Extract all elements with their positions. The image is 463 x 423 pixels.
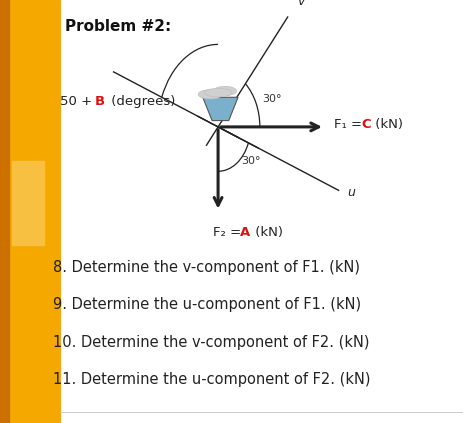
Bar <box>0 0 9 423</box>
Text: A: A <box>240 226 250 239</box>
Polygon shape <box>202 97 238 121</box>
Text: 50 +: 50 + <box>60 95 96 108</box>
Text: (kN): (kN) <box>370 118 402 131</box>
Text: Problem #2:: Problem #2: <box>65 19 171 34</box>
Text: (degrees): (degrees) <box>106 95 175 108</box>
Text: F₂ =: F₂ = <box>213 226 245 239</box>
Ellipse shape <box>213 86 236 96</box>
Text: 11. Determine the u-component of F2. (kN): 11. Determine the u-component of F2. (kN… <box>53 372 370 387</box>
Text: v: v <box>296 0 304 8</box>
Text: u: u <box>346 186 354 199</box>
Ellipse shape <box>204 88 232 97</box>
Text: 9. Determine the u-component of F1. (kN): 9. Determine the u-component of F1. (kN) <box>53 297 361 312</box>
Text: 10. Determine the v-component of F2. (kN): 10. Determine the v-component of F2. (kN… <box>53 335 369 349</box>
Text: (kN): (kN) <box>250 226 282 239</box>
Bar <box>0 0 60 423</box>
Bar <box>12 161 44 245</box>
Text: C: C <box>360 118 370 131</box>
Text: B: B <box>95 95 105 108</box>
Ellipse shape <box>198 90 222 99</box>
Text: 8. Determine the v-component of F1. (kN): 8. Determine the v-component of F1. (kN) <box>53 260 360 275</box>
Text: F₁ =: F₁ = <box>333 118 366 131</box>
Text: 30°: 30° <box>241 156 260 166</box>
Text: 30°: 30° <box>262 93 281 104</box>
